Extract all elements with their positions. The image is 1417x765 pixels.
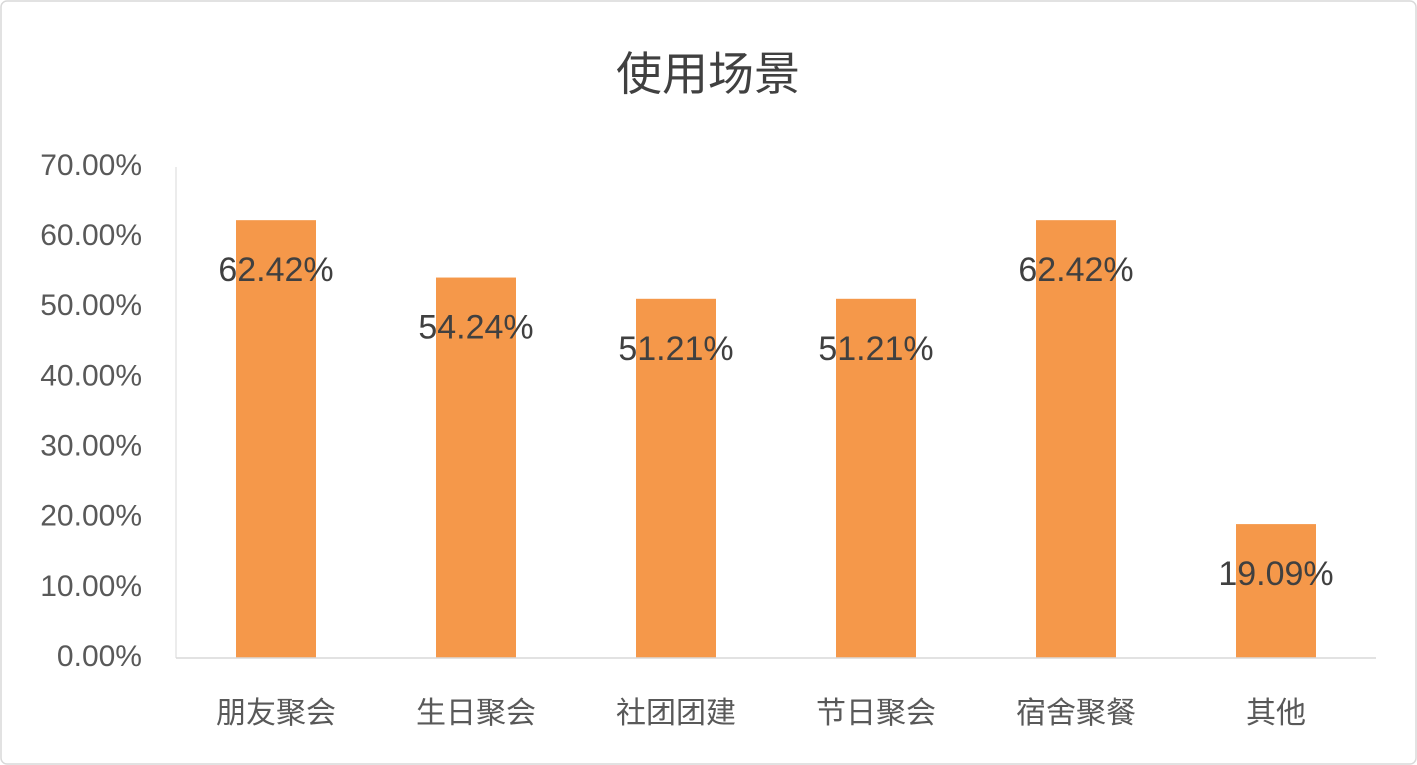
x-tick-label: 社团团建	[616, 697, 736, 730]
y-tick-label: 50.00%	[40, 289, 142, 322]
y-tick-label: 20.00%	[40, 500, 142, 533]
y-tick-label: 0.00%	[57, 640, 142, 673]
bar	[836, 298, 916, 658]
y-tick-label: 70.00%	[40, 149, 142, 182]
bar	[436, 277, 516, 658]
data-label: 51.21%	[618, 330, 733, 368]
bar	[1036, 220, 1116, 659]
chart-title: 使用场景	[616, 48, 800, 100]
x-tick-label: 朋友聚会	[216, 697, 336, 730]
data-label: 51.21%	[818, 330, 933, 368]
data-label: 19.09%	[1218, 555, 1333, 593]
x-tick-label: 生日聚会	[416, 697, 536, 730]
x-tick-label: 节日聚会	[816, 697, 936, 730]
bar	[1236, 524, 1316, 658]
y-tick-label: 10.00%	[40, 570, 142, 603]
data-label: 62.42%	[218, 251, 333, 289]
data-label: 62.42%	[1018, 251, 1133, 289]
x-tick-label: 宿舍聚餐	[1016, 697, 1136, 730]
bar	[636, 298, 716, 658]
bar	[236, 220, 316, 659]
y-tick-label: 30.00%	[40, 429, 142, 462]
y-tick-label: 60.00%	[40, 219, 142, 252]
x-tick-label: 其他	[1246, 697, 1306, 730]
data-label: 54.24%	[418, 309, 533, 347]
y-tick-label: 40.00%	[40, 359, 142, 392]
